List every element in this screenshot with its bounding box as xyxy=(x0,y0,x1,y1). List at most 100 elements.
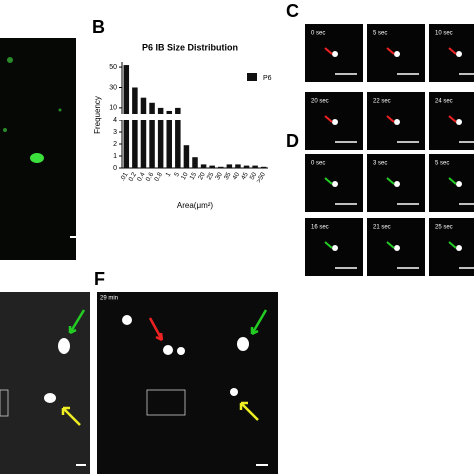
spot xyxy=(30,153,44,163)
x-tick-label: 15 xyxy=(189,171,199,181)
bar xyxy=(243,165,250,168)
arrow xyxy=(148,317,164,342)
x-axis-label: Area(μm²) xyxy=(177,201,214,210)
spot xyxy=(456,51,462,57)
time-label: 10 sec xyxy=(435,31,453,37)
arrow xyxy=(250,309,268,336)
bar xyxy=(252,165,258,168)
panel-label: B xyxy=(92,17,105,37)
arrow xyxy=(386,47,395,55)
y-axis-label: Frequency xyxy=(93,96,102,134)
bar xyxy=(183,145,190,168)
x-tick-label: 30 xyxy=(214,171,224,181)
time-label: 22 sec xyxy=(373,99,391,105)
spot xyxy=(394,119,400,125)
spot xyxy=(394,51,400,57)
x-tick-label: 45 xyxy=(240,171,250,181)
frame-image xyxy=(429,92,474,150)
legend-label: P6 xyxy=(263,75,272,82)
panel-label: D xyxy=(286,131,299,151)
x-tick-label: 35 xyxy=(223,171,233,181)
x-tick-label: >50 xyxy=(255,171,267,184)
arrow xyxy=(386,115,395,123)
y-tick-label: 50 xyxy=(109,64,117,71)
spot xyxy=(456,245,462,251)
arrow xyxy=(324,241,333,249)
bar xyxy=(192,157,198,168)
spot xyxy=(332,245,338,251)
y-tick-label: 0 xyxy=(113,165,117,172)
bar xyxy=(226,164,233,168)
bar xyxy=(175,107,181,168)
x-tick-label: 50 xyxy=(249,171,259,181)
arrow xyxy=(324,115,333,123)
y-tick-label: 3 xyxy=(113,129,117,136)
panel-e-image xyxy=(0,292,90,474)
x-tick-label: 20 xyxy=(197,171,207,181)
x-tick-label: 1 xyxy=(165,171,173,178)
x-tick-label: .01 xyxy=(119,171,130,183)
x-tick-label: 5 xyxy=(173,171,181,178)
spot xyxy=(237,337,249,351)
bar xyxy=(157,107,164,168)
time-label: 16 sec xyxy=(311,225,329,231)
bar xyxy=(218,166,224,168)
spot xyxy=(122,315,132,325)
time-label: 3 sec xyxy=(373,161,387,167)
arrow xyxy=(386,241,395,249)
spot xyxy=(394,181,400,187)
time-label: 29 min xyxy=(100,296,118,302)
x-tick-label: 0.6 xyxy=(145,171,156,183)
legend-swatch xyxy=(247,73,257,81)
panel-label: F xyxy=(94,269,105,289)
bar xyxy=(200,164,207,168)
spot xyxy=(163,345,173,355)
bar xyxy=(132,87,138,168)
x-tick-label: 25 xyxy=(206,171,216,181)
arrow xyxy=(324,177,333,185)
spot xyxy=(7,57,13,63)
spot xyxy=(44,393,56,403)
y-tick-label: 4 xyxy=(113,117,117,124)
x-tick-label: 40 xyxy=(231,171,241,181)
arrow xyxy=(448,115,457,123)
time-label: 0 sec xyxy=(311,31,325,37)
spot xyxy=(456,181,462,187)
x-tick-label: 0.4 xyxy=(136,171,147,183)
time-label: 25 sec xyxy=(435,225,453,231)
frame-image xyxy=(429,218,474,276)
spot xyxy=(332,119,338,125)
spot xyxy=(230,388,238,396)
roi-box xyxy=(146,389,186,416)
x-tick-label: 10 xyxy=(180,171,190,181)
arrow xyxy=(68,309,86,335)
y-tick-label: 2 xyxy=(113,141,117,148)
y-tick-label: 30 xyxy=(109,84,117,91)
time-label: 20 sec xyxy=(311,99,329,105)
spot xyxy=(58,338,70,354)
arrow xyxy=(324,47,333,55)
spot xyxy=(394,245,400,251)
x-tick-label: 0.8 xyxy=(153,171,164,183)
bar xyxy=(149,102,155,168)
spot xyxy=(3,128,7,132)
spot xyxy=(58,108,62,112)
panel-label: C xyxy=(286,1,299,21)
chart-title: P6 IB Size Distribution xyxy=(142,42,238,52)
spot xyxy=(332,51,338,57)
y-tick-label: 10 xyxy=(109,105,117,112)
bar xyxy=(140,97,147,168)
frame-image xyxy=(429,24,474,82)
arrow xyxy=(239,401,259,421)
bar xyxy=(260,166,267,168)
bar xyxy=(209,165,215,168)
time-label: 21 sec xyxy=(373,225,391,231)
panel-a-image xyxy=(0,38,76,260)
bar xyxy=(166,110,172,168)
spot xyxy=(332,181,338,187)
arrow xyxy=(386,177,395,185)
spot xyxy=(456,119,462,125)
time-label: 0 sec xyxy=(311,161,325,167)
arrow xyxy=(448,47,457,55)
